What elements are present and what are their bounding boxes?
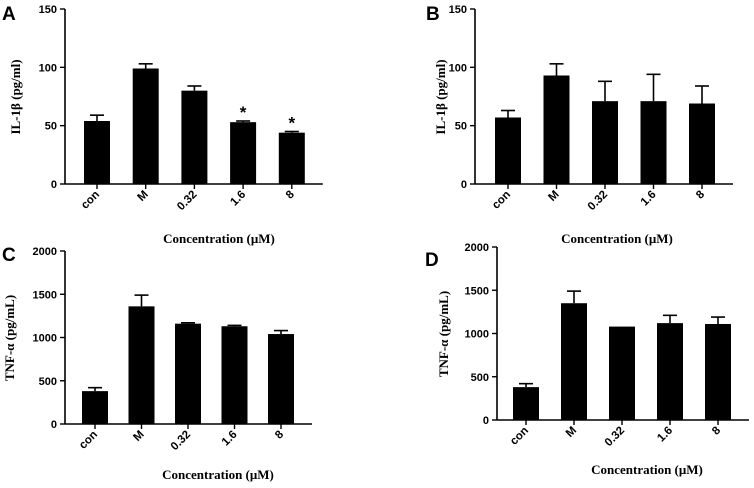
x-tick-label: 0.32 bbox=[169, 429, 193, 453]
panel-letter: D bbox=[425, 250, 439, 271]
y-axis-title: TNF-α (pg/mL) bbox=[2, 295, 17, 381]
y-tick-label: 1000 bbox=[465, 329, 489, 341]
y-tick-label: 0 bbox=[461, 179, 467, 191]
x-tick-label: 0.32 bbox=[586, 189, 610, 213]
bar bbox=[128, 306, 155, 424]
bar bbox=[230, 122, 257, 184]
y-tick-label: 150 bbox=[39, 4, 57, 16]
bar bbox=[495, 117, 521, 184]
bar bbox=[132, 68, 159, 184]
y-tick-label: 150 bbox=[449, 4, 467, 16]
bar bbox=[84, 121, 110, 184]
bar bbox=[657, 323, 683, 420]
bar bbox=[278, 132, 305, 184]
y-tick-label: 1000 bbox=[33, 333, 57, 345]
x-tick-label: 8 bbox=[273, 428, 286, 441]
y-tick-label: 0 bbox=[483, 415, 489, 427]
y-tick-label: 2000 bbox=[33, 246, 57, 258]
bar bbox=[705, 323, 731, 420]
panel-letter: B bbox=[426, 4, 440, 25]
bar bbox=[689, 103, 715, 184]
y-tick-label: 2000 bbox=[465, 242, 489, 254]
significance-marker: * bbox=[240, 103, 247, 122]
y-tick-label: 100 bbox=[39, 62, 57, 74]
y-axis-title: IL-1β (pg/ml) bbox=[433, 59, 448, 134]
y-tick-label: 50 bbox=[45, 121, 57, 133]
significance-marker: * bbox=[288, 114, 295, 133]
x-axis-title: Concentration (μM) bbox=[591, 462, 703, 477]
x-tick-label: con bbox=[79, 189, 102, 212]
y-tick-label: 100 bbox=[449, 62, 467, 74]
y-axis-title: TNF-α (pg/mL) bbox=[436, 291, 451, 377]
bar bbox=[268, 334, 294, 424]
panel-letter: A bbox=[2, 4, 16, 25]
bar bbox=[543, 75, 570, 184]
x-tick-label: 8 bbox=[710, 424, 723, 437]
bar bbox=[181, 90, 208, 184]
y-tick-label: 0 bbox=[51, 419, 57, 431]
y-tick-label: 1500 bbox=[33, 289, 57, 301]
x-tick-label: M bbox=[546, 189, 561, 204]
x-tick-label: 1.6 bbox=[228, 189, 248, 209]
x-axis-title: Concentration (μM) bbox=[561, 231, 673, 246]
panel-a: A 0 50 100 150 con M 0.32 1.6 * 8 * IL-1β (pg/ml) Con… bbox=[2, 4, 323, 246]
x-tick-label: 1.6 bbox=[655, 425, 675, 445]
x-tick-label: con bbox=[508, 425, 531, 448]
bar bbox=[561, 303, 587, 420]
x-tick-label: 8 bbox=[284, 188, 297, 201]
panel-letter: C bbox=[2, 245, 16, 266]
y-tick-label: 50 bbox=[455, 121, 467, 133]
panel-c: C 0 500 1000 1500 2000 con M 0.32 1.6 8 TNF-α (pg/m… bbox=[2, 245, 312, 482]
bar bbox=[609, 326, 635, 420]
x-tick-label: con bbox=[490, 189, 513, 212]
y-axis-title: IL-1β (pg/ml) bbox=[8, 59, 23, 134]
bar bbox=[175, 323, 201, 424]
x-tick-label: 1.6 bbox=[220, 429, 240, 449]
panel-d: D 0 500 1000 1500 2000 con M 0.32 1.6 8 TNF-α (pg/m… bbox=[425, 242, 749, 477]
y-tick-label: 500 bbox=[39, 376, 57, 388]
y-tick-label: 0 bbox=[51, 179, 57, 191]
x-axis-title: Concentration (μM) bbox=[162, 467, 274, 482]
panel-b: B 0 50 100 150 con M 0.32 1.6 8 IL-1β (pg/ml) Conce… bbox=[426, 4, 733, 246]
x-tick-label: M bbox=[136, 189, 151, 204]
y-tick-label: 500 bbox=[471, 372, 489, 384]
bar bbox=[640, 101, 667, 184]
bar bbox=[82, 391, 108, 424]
x-tick-label: M bbox=[564, 425, 579, 440]
x-tick-label: 1.6 bbox=[639, 189, 659, 209]
x-tick-label: 0.32 bbox=[175, 189, 199, 213]
x-tick-label: 8 bbox=[694, 188, 707, 201]
y-tick-label: 1500 bbox=[465, 285, 489, 297]
x-tick-label: con bbox=[77, 429, 100, 452]
bar bbox=[592, 101, 618, 184]
x-tick-label: M bbox=[131, 429, 146, 444]
x-tick-label: 0.32 bbox=[603, 425, 627, 449]
bar bbox=[513, 387, 539, 420]
bar bbox=[221, 326, 248, 424]
x-axis-title: Concentration (μM) bbox=[163, 231, 275, 246]
